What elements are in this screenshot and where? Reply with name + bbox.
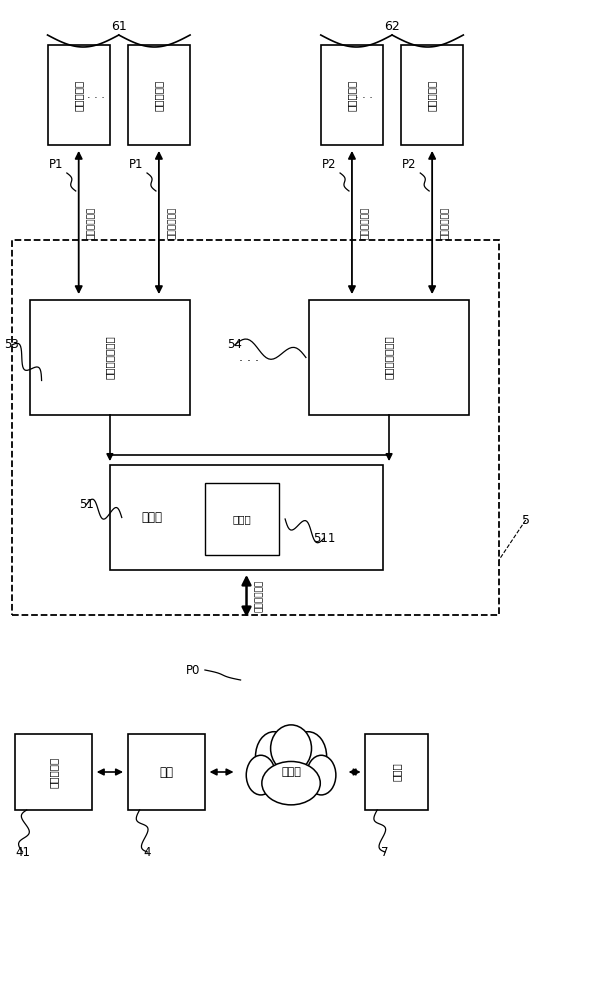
- Text: 511: 511: [313, 532, 336, 544]
- Bar: [110, 465, 383, 570]
- Bar: [365, 734, 428, 810]
- Bar: [48, 45, 110, 145]
- Text: 主控板: 主控板: [141, 511, 162, 524]
- Text: 第二加油机: 第二加油机: [427, 79, 437, 111]
- Bar: [309, 300, 469, 415]
- Text: 第二通信协议: 第二通信协议: [441, 206, 450, 239]
- Text: 主机: 主机: [159, 766, 173, 778]
- Text: 第二通信协议: 第二通信协议: [361, 206, 369, 239]
- Text: 5: 5: [522, 514, 530, 526]
- Bar: [128, 734, 205, 810]
- Text: 51: 51: [78, 498, 94, 512]
- Text: 设定表: 设定表: [233, 514, 251, 524]
- Ellipse shape: [255, 732, 292, 781]
- Bar: [321, 45, 383, 145]
- Text: 41: 41: [15, 846, 30, 858]
- Text: . . .: . . .: [239, 351, 260, 364]
- Text: 第一控制电路板: 第一控制电路板: [105, 336, 115, 379]
- Bar: [205, 483, 279, 555]
- Text: P2: P2: [402, 158, 417, 172]
- Text: 第一加油机: 第一加油机: [154, 79, 164, 111]
- Text: 第二控制电路板: 第二控制电路板: [384, 336, 394, 379]
- Text: 54: 54: [227, 338, 242, 352]
- Text: 第一加油机: 第一加油机: [74, 79, 84, 111]
- Bar: [15, 734, 92, 810]
- Text: 第一通信协议: 第一通信协议: [168, 206, 176, 239]
- Text: P1: P1: [49, 158, 64, 172]
- Text: 4: 4: [144, 846, 151, 858]
- Text: . . .: . . .: [87, 90, 105, 100]
- Text: P2: P2: [322, 158, 337, 172]
- Bar: [401, 45, 463, 145]
- Bar: [30, 300, 190, 415]
- Text: 61: 61: [111, 20, 127, 33]
- Bar: [12, 240, 499, 615]
- Text: 第二加油机: 第二加油机: [347, 79, 357, 111]
- Text: 厂商端: 厂商端: [391, 763, 402, 781]
- Ellipse shape: [262, 761, 320, 805]
- Bar: [128, 45, 190, 145]
- Ellipse shape: [290, 732, 327, 781]
- Text: 7: 7: [381, 846, 388, 858]
- Text: 整合通信协议: 整合通信协议: [255, 580, 264, 612]
- Text: P0: P0: [186, 664, 200, 676]
- Text: . . .: . . .: [355, 90, 372, 100]
- Text: P1: P1: [129, 158, 144, 172]
- Text: 62: 62: [384, 20, 400, 33]
- Text: 53: 53: [5, 338, 19, 352]
- Text: 第一通信协议: 第一通信协议: [87, 206, 96, 239]
- Ellipse shape: [307, 755, 336, 795]
- Ellipse shape: [247, 755, 276, 795]
- Text: 后端服务器: 后端服务器: [49, 756, 58, 788]
- Text: 因特网: 因特网: [281, 767, 301, 777]
- Ellipse shape: [271, 725, 311, 772]
